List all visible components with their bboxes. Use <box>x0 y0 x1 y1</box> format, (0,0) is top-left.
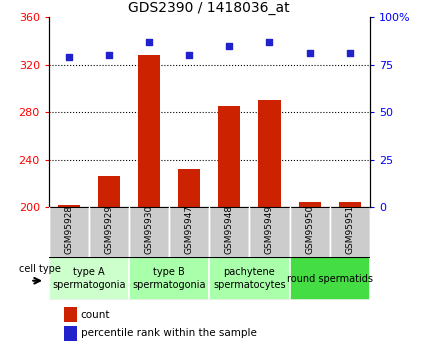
Bar <box>169 207 209 257</box>
Bar <box>330 207 370 257</box>
Bar <box>89 207 129 257</box>
Point <box>306 50 313 56</box>
Bar <box>249 207 289 257</box>
Text: GSM95929: GSM95929 <box>105 205 113 254</box>
Point <box>186 52 193 58</box>
Bar <box>129 257 209 300</box>
Text: GSM95948: GSM95948 <box>225 205 234 254</box>
Bar <box>49 207 89 257</box>
Bar <box>64 307 76 322</box>
Bar <box>258 100 280 207</box>
Bar <box>98 176 120 207</box>
Text: percentile rank within the sample: percentile rank within the sample <box>81 328 257 338</box>
Point <box>266 39 273 45</box>
Text: pachytene
spermatocytes: pachytene spermatocytes <box>213 267 286 290</box>
Text: count: count <box>81 309 110 319</box>
Point <box>146 39 153 45</box>
Bar <box>209 207 249 257</box>
Bar <box>339 202 361 207</box>
Bar <box>129 207 169 257</box>
Text: GSM95947: GSM95947 <box>185 205 194 254</box>
Point <box>346 50 353 56</box>
Bar <box>289 207 330 257</box>
Bar <box>218 106 241 207</box>
Bar <box>178 169 200 207</box>
Bar <box>209 257 289 300</box>
Bar <box>138 55 160 207</box>
Bar <box>298 202 320 207</box>
Text: type A
spermatogonia: type A spermatogonia <box>52 267 126 290</box>
Bar <box>64 326 76 341</box>
Bar <box>58 205 80 207</box>
Bar <box>289 257 370 300</box>
Point <box>65 54 72 60</box>
Point <box>226 43 233 48</box>
Title: GDS2390 / 1418036_at: GDS2390 / 1418036_at <box>128 1 290 15</box>
Text: type B
spermatogonia: type B spermatogonia <box>133 267 206 290</box>
Text: cell type: cell type <box>19 264 60 274</box>
Text: GSM95951: GSM95951 <box>345 205 354 254</box>
Text: GSM95928: GSM95928 <box>65 205 74 254</box>
Text: GSM95950: GSM95950 <box>305 205 314 254</box>
Text: round spermatids: round spermatids <box>286 274 373 284</box>
Text: GSM95930: GSM95930 <box>144 205 154 254</box>
Bar <box>49 257 129 300</box>
Point <box>106 52 113 58</box>
Text: GSM95949: GSM95949 <box>265 205 274 254</box>
